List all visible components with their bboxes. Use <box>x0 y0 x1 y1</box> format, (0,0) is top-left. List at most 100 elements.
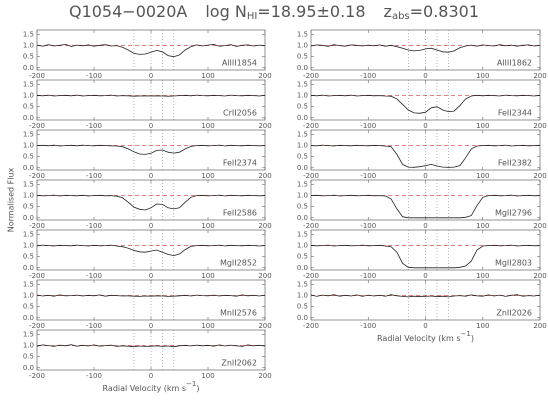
x-tick-label: -100 <box>86 322 102 330</box>
x-axis-title: Radial Velocity (km s−1) <box>377 330 474 343</box>
figure-title: Q1054−0020A log NHI=18.95±0.18 zabs=0.8301 <box>69 2 479 23</box>
x-tick-label: 0 <box>149 72 153 80</box>
x-axis-title-part: ) <box>196 384 199 393</box>
x-tick-label: 0 <box>423 122 427 130</box>
x-tick-label: 200 <box>533 122 546 130</box>
y-tick-label: 0.0 <box>297 164 308 172</box>
x-tick-label: 100 <box>201 222 214 230</box>
y-axis-title: Normalised Flux <box>7 167 16 232</box>
spectrum <box>310 244 541 269</box>
title-part: =0.8301 <box>410 2 479 21</box>
y-tick-label: 0.5 <box>23 103 34 111</box>
x-tick-label: 200 <box>533 322 546 330</box>
x-tick-label: -200 <box>303 222 319 230</box>
x-tick-label: -200 <box>29 322 45 330</box>
x-tick-label: 0 <box>149 222 153 230</box>
x-tick-label: -100 <box>86 172 102 180</box>
y-tick-label: 1.5 <box>297 80 308 88</box>
y-tick-label: 0.5 <box>23 253 34 261</box>
x-tick-label: 100 <box>476 72 489 80</box>
y-tick-label: 0.5 <box>297 53 308 61</box>
x-tick-label: 200 <box>258 72 271 80</box>
y-tick-label: 1.5 <box>23 30 34 38</box>
y-tick-label: 0.0 <box>297 114 308 122</box>
x-tick-label: 100 <box>476 172 489 180</box>
y-tick-label: 1.0 <box>23 342 34 350</box>
y-tick-label: 1.0 <box>23 242 34 250</box>
x-tick-label: 100 <box>476 272 489 280</box>
y-tick-label: 1.0 <box>23 92 34 100</box>
y-tick-label: 1.5 <box>23 80 34 88</box>
y-tick-label: 1.5 <box>297 230 308 238</box>
x-tick-label: 0 <box>149 372 153 380</box>
x-tick-label: -200 <box>303 72 319 80</box>
spectrum <box>36 344 266 348</box>
x-axis-title-part: −1 <box>186 380 196 388</box>
x-tick-label: 200 <box>258 322 271 330</box>
x-tick-label: -200 <box>29 222 45 230</box>
y-tick-label: 0.0 <box>297 64 308 72</box>
y-tick-label: 0.5 <box>297 253 308 261</box>
panel-label: MnII2576 <box>220 309 257 318</box>
x-tick-label: -200 <box>29 372 45 380</box>
spectrum <box>36 43 266 58</box>
x-tick-label: 100 <box>201 272 214 280</box>
y-tick-label: 1.0 <box>297 292 308 300</box>
y-tick-label: 0.5 <box>23 303 34 311</box>
y-tick-label: 1.0 <box>23 142 34 150</box>
y-tick-label: 0.5 <box>297 303 308 311</box>
x-tick-label: 0 <box>423 72 427 80</box>
y-tick-label: 1.0 <box>297 242 308 250</box>
title-part: log N <box>205 2 246 21</box>
spectrum <box>36 244 266 257</box>
x-tick-label: -200 <box>29 272 45 280</box>
x-tick-label: 100 <box>476 222 489 230</box>
x-axis-title-part: −1 <box>460 330 470 338</box>
x-tick-label: 200 <box>533 72 546 80</box>
x-tick-label: 200 <box>533 172 546 180</box>
y-tick-label: 1.0 <box>23 42 34 50</box>
x-tick-label: -200 <box>303 122 319 130</box>
x-tick-label: 200 <box>258 222 271 230</box>
y-tick-label: 1.5 <box>23 180 34 188</box>
y-tick-label: 0.0 <box>23 264 34 272</box>
spectrum <box>36 94 266 97</box>
x-tick-label: -100 <box>86 272 102 280</box>
x-tick-label: -100 <box>360 322 376 330</box>
y-tick-label: 1.5 <box>297 130 308 138</box>
y-tick-label: 0.5 <box>23 353 34 361</box>
x-tick-label: 0 <box>423 322 427 330</box>
y-tick-label: 0.5 <box>23 153 34 161</box>
panel-label: MgII2803 <box>495 259 532 268</box>
y-tick-label: 1.5 <box>297 30 308 38</box>
x-tick-label: 0 <box>149 272 153 280</box>
x-tick-label: -100 <box>360 72 376 80</box>
x-tick-label: -100 <box>86 122 102 130</box>
y-tick-label: 1.5 <box>23 330 34 338</box>
y-tick-label: 0.0 <box>23 114 34 122</box>
title-part: Q1054−0020A <box>69 2 187 21</box>
spectrum <box>310 194 541 219</box>
y-tick-label: 0.0 <box>297 314 308 322</box>
x-tick-label: 0 <box>149 122 153 130</box>
x-tick-label: -100 <box>360 272 376 280</box>
panel-label: FeII2344 <box>498 109 532 118</box>
x-tick-label: 0 <box>149 172 153 180</box>
x-tick-label: 0 <box>423 172 427 180</box>
x-tick-label: -200 <box>303 322 319 330</box>
y-tick-label: 1.0 <box>297 92 308 100</box>
x-tick-label: -100 <box>360 222 376 230</box>
x-tick-label: 0 <box>423 272 427 280</box>
panel-label: ZnII2026 <box>496 309 532 318</box>
x-axis-title-part: ) <box>471 334 474 343</box>
y-tick-label: 0.5 <box>23 203 34 211</box>
y-tick-label: 0.5 <box>297 153 308 161</box>
y-tick-label: 1.0 <box>23 192 34 200</box>
x-tick-label: -100 <box>86 222 102 230</box>
y-tick-label: 0.0 <box>23 64 34 72</box>
title-sub: abs <box>392 11 410 22</box>
x-tick-label: -200 <box>303 172 319 180</box>
x-tick-label: -100 <box>360 122 376 130</box>
y-tick-label: 0.0 <box>297 214 308 222</box>
